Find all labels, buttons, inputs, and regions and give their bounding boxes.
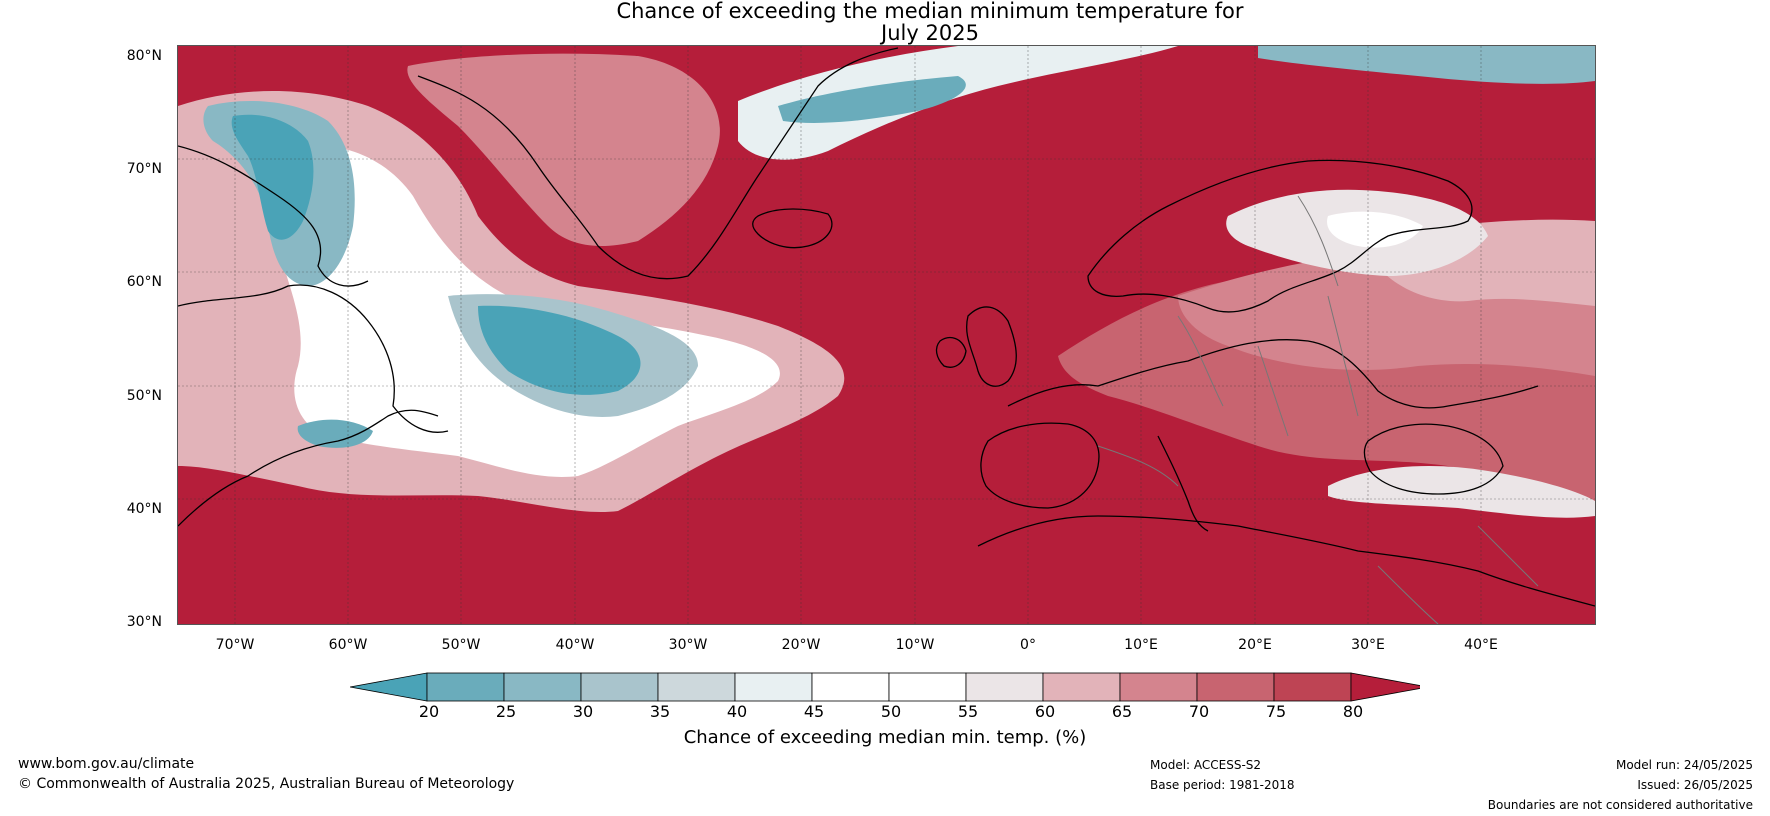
lon-label-40e: 40°E: [1464, 637, 1498, 653]
baffin-coast: [178, 145, 369, 287]
coastlines: [178, 47, 1595, 607]
colorbar-tick-20: 20: [418, 702, 440, 721]
lat-label-80n: 80°N: [126, 48, 162, 64]
italy-coast: [1157, 435, 1209, 532]
baffin-blue: [231, 114, 314, 240]
europe-coast: [1007, 339, 1539, 409]
colorbar-segment-75-80: [1273, 672, 1352, 702]
colorbar-segment-65-70: [1119, 672, 1198, 702]
lon-label-70w: 70°W: [215, 637, 255, 653]
lon-label-10w: 10°W: [895, 637, 935, 653]
british-isles-coast: [966, 306, 1017, 387]
lat-label-60n: 60°N: [126, 274, 162, 290]
colorbar-tick-70: 70: [1188, 702, 1210, 721]
colorbar-tick-65: 65: [1111, 702, 1133, 721]
colorbar-tick-40: 40: [726, 702, 748, 721]
colorbar-segment-50-55: [888, 672, 967, 702]
colorbar-segment-60-65: [1042, 672, 1121, 702]
lon-label-0: 0°: [1020, 637, 1036, 653]
map-panel: [177, 45, 1596, 625]
lat-label-30n: 30°N: [126, 614, 162, 630]
colorbar-tick-55: 55: [957, 702, 979, 721]
colorbar-tick-35: 35: [649, 702, 671, 721]
greenland-coast: [417, 47, 899, 280]
footer-base-period: Base period: 1981-2018: [1150, 778, 1295, 792]
colorbar-segment-35-40: [657, 672, 736, 702]
colorbar-segment-below-20: [350, 672, 428, 702]
colorbar-tick-45: 45: [803, 702, 825, 721]
lat-label-40n: 40°N: [126, 501, 162, 517]
greenland-sea-neutral: [738, 46, 1178, 160]
footer-disclaimer: Boundaries are not considered authoritat…: [1487, 798, 1753, 812]
scandinavia-white: [1327, 211, 1423, 248]
north-africa-coast: [977, 515, 1595, 607]
newfoundland-blue: [297, 419, 373, 448]
colorbar-segment-20-25: [426, 672, 505, 702]
colorbar-tick-80: 80: [1342, 702, 1364, 721]
ireland-coast: [935, 337, 967, 368]
lon-label-50w: 50°W: [441, 637, 481, 653]
map-gridlines: [178, 46, 1595, 624]
lon-label-30e: 30°E: [1351, 637, 1385, 653]
footer-copyright: © Commonwealth of Australia 2025, Austra…: [18, 776, 515, 792]
footer-issued: Issued: 26/05/2025: [1637, 778, 1753, 792]
colorbar-tick-75: 75: [1265, 702, 1287, 721]
colorbar-tick-30: 30: [572, 702, 594, 721]
colorbar-label: Chance of exceeding median min. temp. (%…: [683, 727, 1087, 748]
map-title-line-2: July 2025: [881, 21, 979, 45]
colorbar-segment-55-60: [965, 672, 1044, 702]
labrador-sea-blue: [478, 305, 641, 395]
forecast-map: [178, 46, 1595, 624]
colorbar-segment-40-45: [734, 672, 813, 702]
colorbar-tick-50: 50: [880, 702, 902, 721]
lon-label-20e: 20°E: [1238, 637, 1272, 653]
colorbar: [350, 672, 1420, 702]
colorbar-segment-45-50: [811, 672, 890, 702]
colorbar-segment-25-30: [503, 672, 582, 702]
lon-label-30w: 30°W: [668, 637, 708, 653]
colorbar-tick-25: 25: [495, 702, 517, 721]
lat-label-50n: 50°N: [126, 388, 162, 404]
scandinavia-coast: [1087, 159, 1473, 313]
greenland-sea-blue: [778, 76, 966, 123]
colorbar-segment-30-35: [580, 672, 659, 702]
lat-label-70n: 70°N: [126, 161, 162, 177]
lon-label-40w: 40°W: [555, 637, 595, 653]
colorbar-segment-80-plus: [1350, 672, 1420, 702]
footer-model: Model: ACCESS-S2: [1150, 758, 1262, 772]
footer-website: www.bom.gov.au/climate: [18, 756, 195, 772]
svalbard-blue: [1258, 46, 1595, 84]
labrador-coast: [178, 284, 449, 433]
footer-model-run: Model run: 24/05/2025: [1615, 758, 1753, 772]
iceland-coast: [752, 208, 833, 249]
country-borders: [1097, 195, 1539, 624]
lon-label-20w: 20°W: [781, 637, 821, 653]
lon-label-10e: 10°E: [1124, 637, 1158, 653]
black-sea-coast: [1363, 423, 1504, 495]
lon-label-60w: 60°W: [328, 637, 368, 653]
map-title-line-1: Chance of exceeding the median minimum t…: [616, 0, 1244, 23]
greenland-light: [407, 53, 720, 246]
colorbar-tick-60: 60: [1034, 702, 1056, 721]
colorbar-segment-70-75: [1196, 672, 1275, 702]
iberia-coast: [980, 422, 1100, 509]
north-america-east-coast: [178, 409, 439, 527]
